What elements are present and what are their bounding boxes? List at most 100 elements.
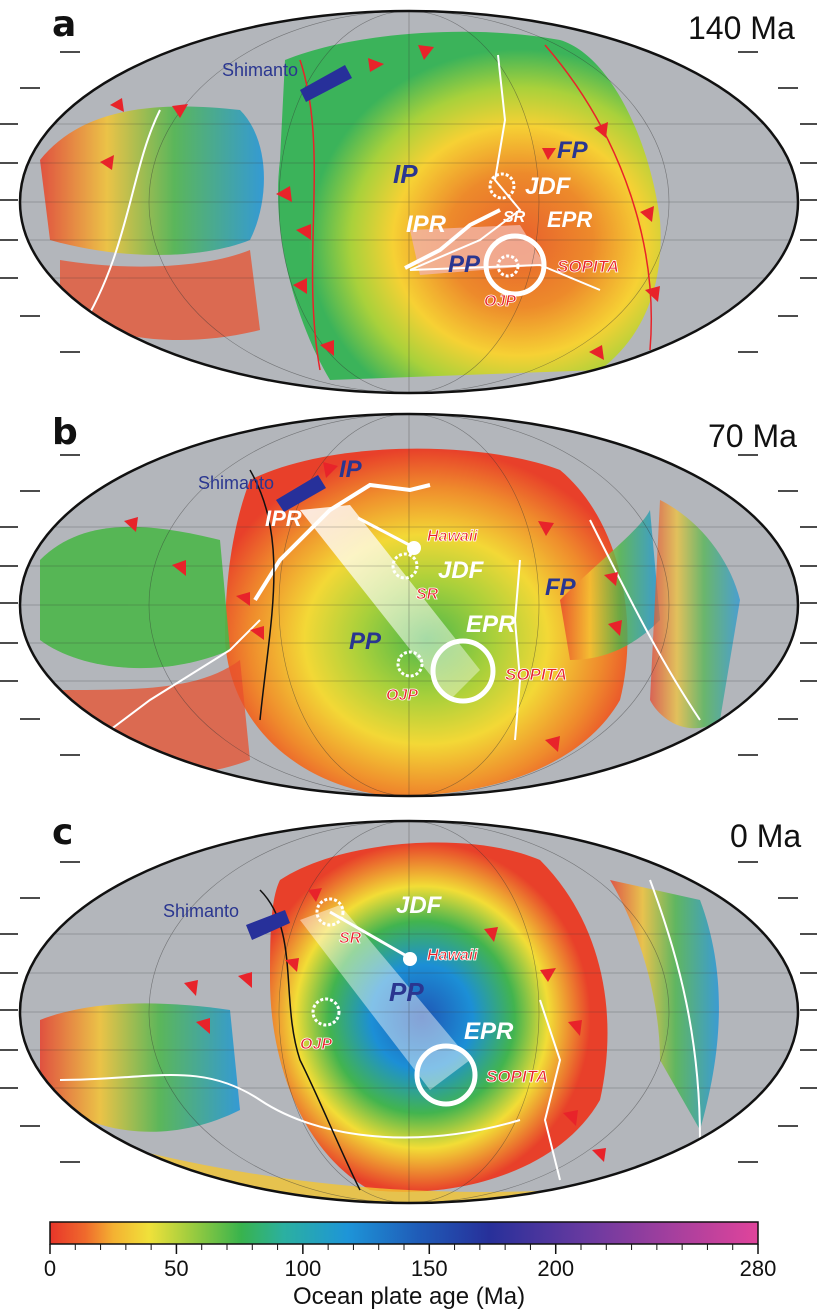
map-b-graticule bbox=[20, 414, 798, 796]
map-a-label-pp: PP bbox=[448, 251, 481, 278]
colorbar-tick-label: 280 bbox=[740, 1256, 777, 1281]
map-c-label-sopita: SOPITA bbox=[486, 1067, 548, 1086]
colorbar-tick-label: 0 bbox=[44, 1256, 56, 1281]
map-b-label-ojp: OJP bbox=[386, 687, 418, 704]
map-b-label-sr: SR bbox=[416, 586, 439, 603]
map-a-subduction-east bbox=[544, 44, 652, 351]
colorbar-title: Ocean plate age (Ma) bbox=[293, 1283, 525, 1310]
panel-a-letter: a bbox=[52, 4, 77, 45]
colorbar: 0 50 100 150 200 280 Ocean plate age (Ma) bbox=[44, 1221, 776, 1310]
map-b-hawaii-track bbox=[357, 516, 416, 550]
map-a-tethys-ocean bbox=[40, 106, 264, 255]
panel-c: Shimanto SR JDF Hawaii PP EPR SOPITA OJP bbox=[0, 819, 817, 1205]
colorbar-ticks bbox=[49, 1244, 759, 1254]
map-a-label-ojp: OJP bbox=[484, 293, 516, 310]
map-b-ridge-atlantic bbox=[589, 519, 701, 721]
map-a-sr-circle bbox=[488, 172, 516, 200]
map-c-label-hawaii: Hawaii bbox=[427, 947, 478, 964]
map-b-atlantic-strip bbox=[650, 500, 740, 729]
map-b-label-epr: EPR bbox=[466, 611, 516, 638]
map-c-label-sr: SR bbox=[339, 930, 362, 947]
map-b-subduction-triangles bbox=[124, 462, 622, 752]
map-c-indian-ocean bbox=[40, 1003, 240, 1132]
map-c-graticule bbox=[20, 821, 798, 1203]
map-a-label-shimanto: Shimanto bbox=[222, 60, 298, 80]
map-c-hawaii-track bbox=[329, 910, 411, 960]
map-c-tick-marks bbox=[0, 861, 817, 1163]
map-a-sopita-circle bbox=[483, 233, 547, 297]
map-b-label-ipr: IPR bbox=[265, 506, 302, 531]
panel-b-letter: b bbox=[52, 412, 78, 453]
map-a-label-ip: IP bbox=[393, 159, 418, 189]
map-b-tick-marks bbox=[0, 454, 817, 756]
map-a-graticule bbox=[20, 11, 798, 393]
map-a-ridge-west bbox=[79, 109, 161, 331]
map-a-subduction-triangles bbox=[100, 45, 660, 360]
map-c-label-pp: PP bbox=[389, 977, 424, 1007]
map-b-label-pp: PP bbox=[349, 628, 382, 655]
panel-b-age: 70 Ma bbox=[708, 418, 797, 454]
map-c-sopita-circle bbox=[414, 1043, 478, 1107]
map-b-sr-circle bbox=[391, 552, 419, 580]
colorbar-tick-label: 50 bbox=[164, 1256, 188, 1281]
map-a-label-fp: FP bbox=[557, 137, 589, 164]
colorbar-gradient bbox=[49, 1221, 759, 1245]
map-b-label-ip: IP bbox=[339, 456, 363, 483]
map-c-epr-ridge bbox=[539, 999, 562, 1181]
panel-b: Shimanto IP IPR Hawaii JDF SR FP EPR PP … bbox=[0, 412, 817, 798]
map-b-tethys-ocean bbox=[40, 526, 230, 669]
map-a-label-sr: SR bbox=[503, 209, 526, 226]
map-b-hawaii-dot bbox=[407, 541, 421, 555]
map-a-label-ipr: IPR bbox=[406, 211, 447, 238]
map-b-coastline bbox=[249, 469, 275, 721]
map-b-epr-ridge bbox=[513, 559, 522, 741]
map-b-label-sopita: SOPITA bbox=[505, 665, 567, 684]
map-b-outline bbox=[18, 412, 800, 798]
map-b-label-jdf: JDF bbox=[438, 557, 485, 584]
map-c-ridge-south bbox=[59, 1074, 521, 1139]
panel-a: Shimanto IP FP JDF IPR EPR SR PP SOPITA … bbox=[0, 9, 817, 395]
panel-c-age: 0 Ma bbox=[730, 818, 802, 854]
colorbar-tick-label: 100 bbox=[284, 1256, 321, 1281]
colorbar-tick-labels: 0 50 100 150 200 280 bbox=[44, 1256, 776, 1281]
map-b-label-hawaii: Hawaii bbox=[427, 528, 478, 545]
map-b-sopita-circle bbox=[430, 638, 496, 704]
colorbar-tick-label: 150 bbox=[411, 1256, 448, 1281]
map-a-outline bbox=[18, 9, 800, 395]
map-a-ipr-ridge bbox=[404, 208, 501, 270]
map-c-atlantic-ocean bbox=[610, 880, 719, 1130]
map-c-hotspot-track bbox=[300, 905, 470, 1090]
map-b-ojp-circle bbox=[396, 650, 424, 678]
map-b-label-shimanto: Shimanto bbox=[198, 473, 274, 493]
map-a-shimanto-belt bbox=[300, 65, 352, 102]
map-a-tick-marks bbox=[0, 51, 817, 353]
map-c-sr-circle bbox=[315, 897, 345, 927]
colorbar-tick-label: 200 bbox=[537, 1256, 574, 1281]
map-a-label-jdf: JDF bbox=[525, 173, 572, 200]
map-a-southern-ocean bbox=[60, 250, 260, 340]
map-b-atlantic-ocean bbox=[560, 510, 660, 660]
map-c-label-shimanto: Shimanto bbox=[163, 901, 239, 921]
map-c-outline bbox=[18, 819, 800, 1205]
map-b-shimanto-belt bbox=[276, 475, 326, 512]
map-c-mid-atlantic-ridge bbox=[649, 879, 701, 1141]
map-c-label-jdf: JDF bbox=[396, 892, 443, 919]
panel-c-letter: c bbox=[52, 812, 74, 853]
map-c-label-epr: EPR bbox=[464, 1018, 514, 1045]
map-c-hawaii-dot bbox=[403, 952, 417, 966]
map-a-pacific-ocean bbox=[278, 31, 661, 380]
map-c-shimanto-belt bbox=[246, 910, 290, 940]
map-c-coastline bbox=[259, 889, 361, 1191]
map-c-subduction-triangles bbox=[184, 888, 606, 1162]
map-a-label-sopita: SOPITA bbox=[557, 257, 619, 276]
map-b-ipr-ridge bbox=[253, 482, 431, 602]
map-a-ojp-circle bbox=[496, 254, 520, 278]
panel-a-age: 140 Ma bbox=[688, 10, 795, 46]
map-b-hotspot-track bbox=[300, 505, 480, 700]
map-c-ojp-circle bbox=[311, 997, 341, 1027]
map-b-label-fp: FP bbox=[545, 574, 577, 601]
map-c-label-ojp: OJP bbox=[300, 1036, 332, 1053]
map-c-pacific-ocean bbox=[270, 842, 608, 1192]
map-a-label-epr: EPR bbox=[547, 207, 592, 232]
